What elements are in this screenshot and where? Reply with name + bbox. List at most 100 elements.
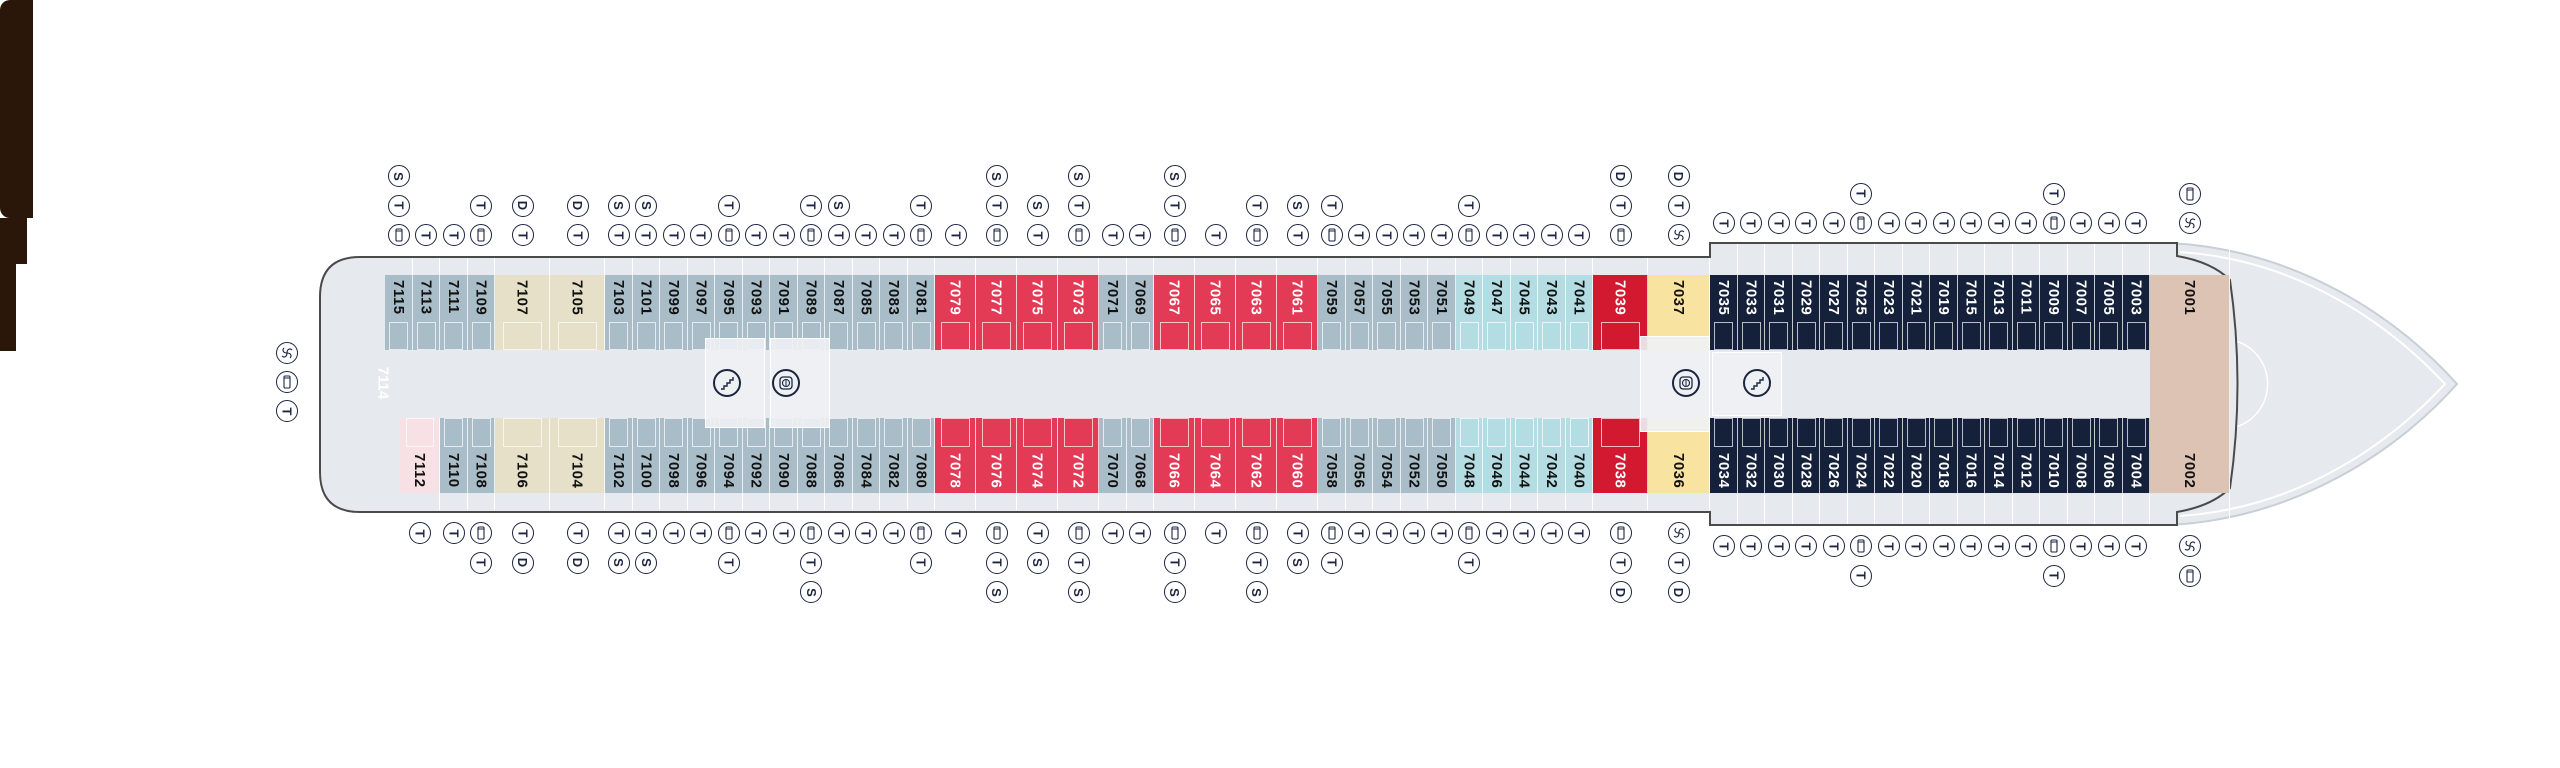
cabin-7114[interactable] [0, 0, 33, 218]
cabin-7013[interactable]: 7013 [1985, 275, 2013, 350]
cabin-7091[interactable]: 7091 [770, 275, 798, 350]
cabin-7041[interactable]: 7041 [1565, 275, 1593, 350]
cabin-7103[interactable]: 7103 [605, 275, 633, 350]
cabin-7044[interactable]: 7044 [1510, 418, 1538, 493]
cabin-7040[interactable]: 7040 [1565, 418, 1593, 493]
cabin-7079[interactable]: 7079 [935, 275, 976, 350]
cabin-7050[interactable]: 7050 [1428, 418, 1456, 493]
cabin-7015[interactable]: 7015 [1957, 275, 1985, 350]
cabin-7084[interactable]: 7084 [852, 418, 880, 493]
cabin-7035[interactable]: 7035 [1710, 275, 1738, 350]
cabin-7074[interactable]: 7074 [1017, 418, 1058, 493]
cabin-7025[interactable]: 7025 [1847, 275, 1875, 350]
cabin-7003[interactable]: 7003 [2122, 275, 2150, 350]
cabin-7083[interactable]: 7083 [880, 275, 908, 350]
cabin-7038[interactable]: 7038 [1593, 418, 1648, 493]
cabin-7065[interactable]: 7065 [1195, 275, 1236, 350]
cabin-7052[interactable]: 7052 [1400, 418, 1428, 493]
cabin-7109[interactable]: 7109 [467, 275, 495, 350]
cabin-7098[interactable]: 7098 [660, 418, 688, 493]
cabin-7112[interactable]: 7112 [400, 418, 440, 493]
cabin-7031[interactable]: 7031 [1765, 275, 1793, 350]
cabin-7113[interactable]: 7113 [412, 275, 440, 350]
cabin-7002[interactable]: 7002 [2150, 384, 2230, 493]
cabin-7080[interactable]: 7080 [907, 418, 935, 493]
cabin-7097[interactable]: 7097 [687, 275, 715, 350]
cabin-7062[interactable]: 7062 [1236, 418, 1277, 493]
cabin-7014[interactable]: 7014 [1985, 418, 2013, 493]
cabin-7076[interactable]: 7076 [976, 418, 1017, 493]
cabin-7063[interactable]: 7063 [1236, 275, 1277, 350]
cabin-7099[interactable]: 7099 [660, 275, 688, 350]
cabin-7054[interactable]: 7054 [1373, 418, 1401, 493]
cabin-7056[interactable]: 7056 [1345, 418, 1373, 493]
cabin-7033[interactable]: 7033 [1737, 275, 1765, 350]
cabin-7100[interactable]: 7100 [632, 418, 660, 493]
cabin-7090[interactable]: 7090 [770, 418, 798, 493]
cabin-7094[interactable]: 7094 [715, 418, 743, 493]
cabin-7082[interactable]: 7082 [880, 418, 908, 493]
cabin-7108[interactable]: 7108 [467, 418, 495, 493]
cabin-7026[interactable]: 7026 [1820, 418, 1848, 493]
cabin-7107[interactable]: 7107 [495, 275, 550, 350]
cabin-7089[interactable]: 7089 [797, 275, 825, 350]
cabin-7028[interactable]: 7028 [1792, 418, 1820, 493]
cabin-7081[interactable]: 7081 [907, 275, 935, 350]
cabin-7027[interactable]: 7027 [1820, 275, 1848, 350]
cabin-7030[interactable]: 7030 [1765, 418, 1793, 493]
cabin-7093[interactable]: 7093 [742, 275, 770, 350]
cabin-7019[interactable]: 7019 [1930, 275, 1958, 350]
cabin-7001[interactable]: 7001 [2150, 275, 2230, 384]
cabin-7067[interactable]: 7067 [1154, 275, 1195, 350]
cabin-7077[interactable]: 7077 [976, 275, 1017, 350]
cabin-7060[interactable]: 7060 [1277, 418, 1318, 493]
cabin-7049[interactable]: 7049 [1455, 275, 1483, 350]
cabin-7032[interactable]: 7032 [1737, 418, 1765, 493]
cabin-7075[interactable]: 7075 [1017, 275, 1058, 350]
cabin-7010[interactable]: 7010 [2040, 418, 2068, 493]
cabin-7073[interactable]: 7073 [1058, 275, 1099, 350]
cabin-7101[interactable]: 7101 [632, 275, 660, 350]
cabin-7096[interactable]: 7096 [687, 418, 715, 493]
cabin-7020[interactable]: 7020 [1902, 418, 1930, 493]
cabin-7070[interactable]: 7070 [1099, 418, 1127, 493]
cabin-7012[interactable]: 7012 [2012, 418, 2040, 493]
cabin-7045[interactable]: 7045 [1510, 275, 1538, 350]
cabin-7011[interactable]: 7011 [2012, 275, 2040, 350]
cabin-7078[interactable]: 7078 [935, 418, 976, 493]
cabin-7016[interactable]: 7016 [1957, 418, 1985, 493]
cabin-7034[interactable]: 7034 [1710, 418, 1738, 493]
cabin-7022[interactable]: 7022 [1875, 418, 1903, 493]
cabin-7007[interactable]: 7007 [2067, 275, 2095, 350]
cabin-7008[interactable]: 7008 [2067, 418, 2095, 493]
cabin-7092[interactable]: 7092 [742, 418, 770, 493]
cabin-7058[interactable]: 7058 [1318, 418, 1346, 493]
cabin-7055[interactable]: 7055 [1373, 275, 1401, 350]
cabin-7043[interactable]: 7043 [1538, 275, 1566, 350]
cabin-7105[interactable]: 7105 [550, 275, 605, 350]
cabin-7059[interactable]: 7059 [1318, 275, 1346, 350]
cabin-7061[interactable]: 7061 [1277, 275, 1318, 350]
cabin-7024[interactable]: 7024 [1847, 418, 1875, 493]
cabin-7064[interactable]: 7064 [1195, 418, 1236, 493]
cabin-7085[interactable]: 7085 [852, 275, 880, 350]
cabin-7086[interactable]: 7086 [825, 418, 853, 493]
cabin-7068[interactable]: 7068 [1126, 418, 1154, 493]
cabin-7005[interactable]: 7005 [2095, 275, 2123, 350]
cabin-7046[interactable]: 7046 [1483, 418, 1511, 493]
cabin-7072[interactable]: 7072 [1058, 418, 1099, 493]
cabin-7069[interactable]: 7069 [1126, 275, 1154, 350]
cabin-7047[interactable]: 7047 [1483, 275, 1511, 350]
cabin-7066[interactable]: 7066 [1154, 418, 1195, 493]
cabin-7111[interactable]: 7111 [440, 275, 468, 350]
cabin-7057[interactable]: 7057 [1345, 275, 1373, 350]
cabin-7006[interactable]: 7006 [2095, 418, 2123, 493]
cabin-7053[interactable]: 7053 [1400, 275, 1428, 350]
cabin-7106[interactable]: 7106 [495, 418, 550, 493]
cabin-7004[interactable]: 7004 [2122, 418, 2150, 493]
cabin-7023[interactable]: 7023 [1875, 275, 1903, 350]
cabin-7095[interactable]: 7095 [715, 275, 743, 350]
cabin-7087[interactable]: 7087 [825, 275, 853, 350]
cabin-7071[interactable]: 7071 [1099, 275, 1127, 350]
cabin-7042[interactable]: 7042 [1538, 418, 1566, 493]
